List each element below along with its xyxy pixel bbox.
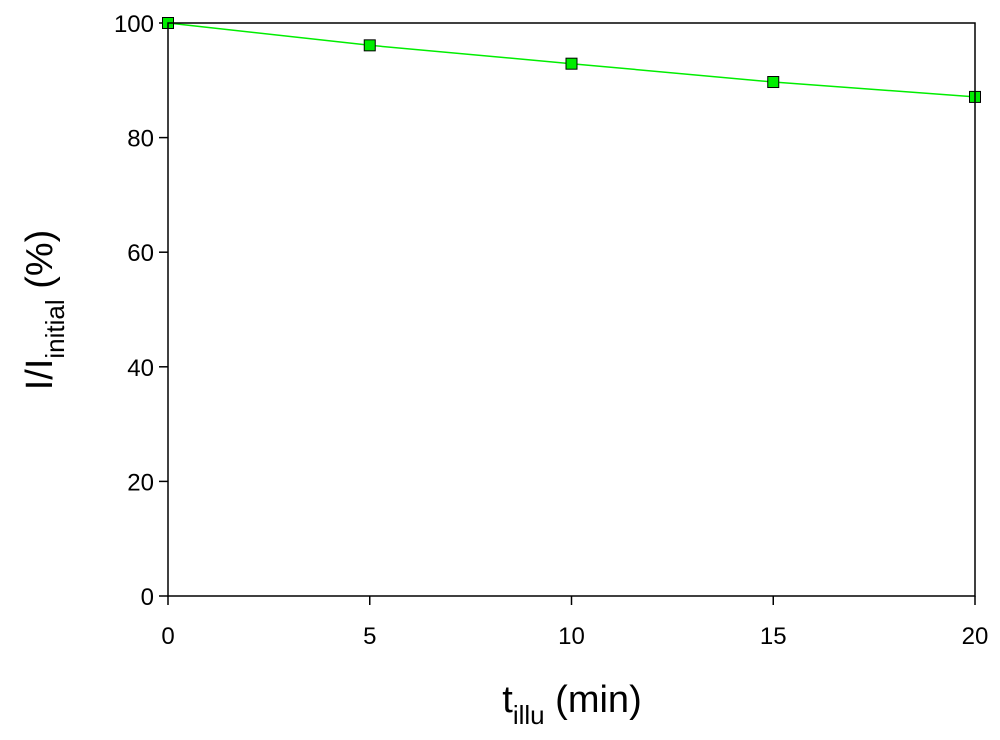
data-point [565, 57, 578, 70]
x-tick-label: 15 [760, 623, 787, 650]
y-tick-label: 0 [141, 584, 154, 611]
plot-frame [167, 22, 976, 597]
x-tick-label: 20 [962, 623, 989, 650]
series-layer [162, 17, 981, 103]
x-axis-title-unit: (min) [545, 679, 642, 721]
x-tick-label: 10 [558, 623, 585, 650]
y-tick-label: 80 [127, 126, 154, 153]
y-axis-title-main: I/I [19, 359, 61, 391]
ticks-layer: 0 5 10 15 20 0 20 40 60 80 100 [114, 11, 988, 650]
y-tick-label: 40 [127, 355, 154, 382]
x-axis-title-sub: illu [513, 700, 545, 730]
x-axis-title: tillu (min) [502, 679, 641, 730]
y-tick-label: 60 [127, 240, 154, 267]
y-axis-title-sub: initial [40, 299, 70, 358]
y-axis-title: I/Iinitial (%) [19, 230, 70, 391]
y-tick-label: 20 [127, 469, 154, 496]
y-axis-title-unit: (%) [19, 230, 61, 300]
y-tick-label: 100 [114, 11, 154, 38]
data-point [363, 39, 376, 52]
data-point [767, 76, 780, 89]
x-axis-title-main: t [502, 679, 513, 721]
x-tick-label: 5 [363, 623, 376, 650]
x-tick-label: 0 [161, 623, 174, 650]
